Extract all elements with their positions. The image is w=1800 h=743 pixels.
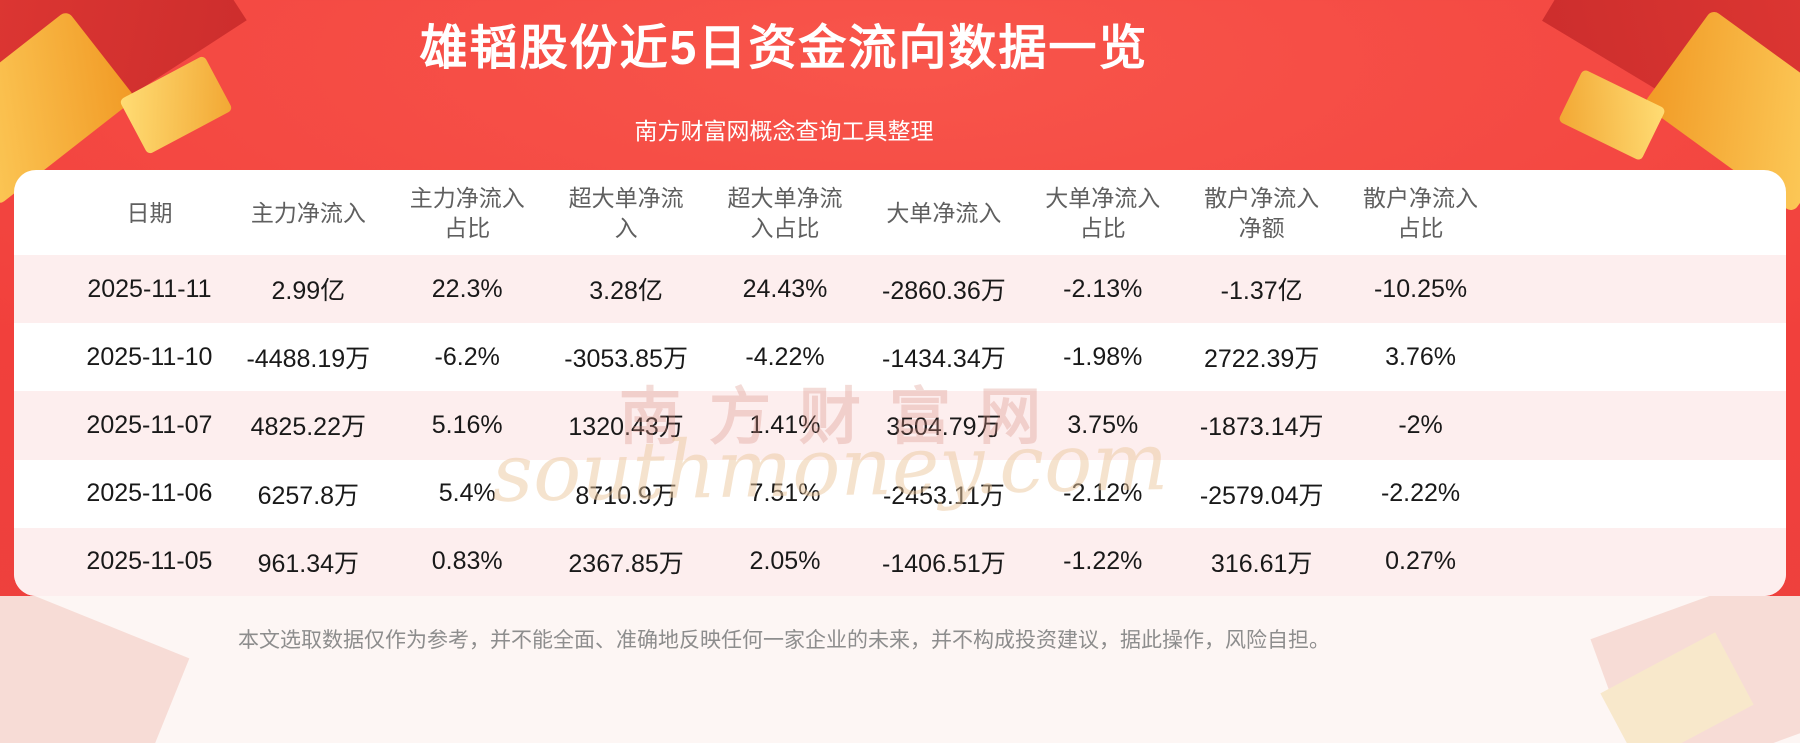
column-header: 大单净流入	[886, 199, 1002, 226]
table-cell: 6257.8万	[257, 481, 360, 510]
table-cell: 3.75%	[1067, 410, 1139, 439]
table-cell: 24.43%	[742, 274, 828, 303]
table-row: 2025-11-05 961.34万 0.83% 2367.85万 2.05% -1406…	[14, 527, 1786, 596]
column-header: 主力净流入 占比	[409, 184, 525, 241]
table-cell: -2579.04万	[1199, 481, 1324, 510]
table-cell: 316.61万	[1210, 549, 1313, 578]
decoration-pink-bottom-left	[0, 596, 190, 743]
table-row: 2025-11-10 -4488.19万 -6.2% -3053.85万 -4.22% -…	[14, 323, 1786, 391]
table-cell: 1.41%	[749, 410, 821, 439]
table-cell: 2.99亿	[271, 277, 346, 306]
table-body: 2025-11-11 2.99亿 22.3% 3.28亿 24.43% -2860.36万…	[14, 255, 1786, 596]
table-cell: 2025-11-05	[86, 547, 213, 576]
table-cell: -2%	[1398, 410, 1443, 439]
fund-flow-table-card: 日期 主力净流入 主力净流入 占比 超大单净流 入超大单净流 入占比 大单净流入 大单净流…	[14, 170, 1786, 596]
table-cell: 5.4%	[438, 479, 496, 508]
table-cell: 2.05%	[749, 547, 821, 576]
table-cell: -1406.51万	[882, 549, 1006, 578]
table-cell: 3504.79万	[886, 413, 1002, 442]
table-cell: -4488.19万	[246, 345, 371, 374]
decoration-gold-bottom-right	[1600, 632, 1754, 743]
table-cell: -1.22%	[1063, 547, 1143, 576]
table-cell: -2453.11万	[882, 481, 1005, 510]
table-cell: -1434.34万	[882, 345, 1006, 374]
table-header-row: 日期 主力净流入 主力净流入 占比 超大单净流 入超大单净流 入占比 大单净流入 大单净流…	[14, 170, 1786, 255]
table-cell: 2025-11-11	[87, 274, 212, 303]
table-cell: 22.3%	[431, 274, 503, 303]
table-row: 2025-11-06 6257.8万 5.4% 8710.9万 7.51% -2453.1…	[14, 460, 1786, 528]
table-cell: 0.27%	[1385, 547, 1456, 576]
footer-band: 本文选取数据仅作为参考，并不能全面、准确地反映任何一家企业的未来，并不构成投资建…	[0, 596, 1800, 743]
table-cell: 7.51%	[749, 479, 821, 508]
table-cell: -1.98%	[1063, 342, 1143, 371]
decoration-red-ribbon-top-right	[1542, 0, 1800, 191]
table-cell: -6.2%	[434, 342, 500, 371]
table-cell: -2.22%	[1380, 479, 1461, 508]
table-cell: -2.12%	[1063, 479, 1143, 508]
table-cell: -1.37亿	[1220, 277, 1303, 306]
table-cell: 5.16%	[431, 410, 503, 439]
page-header: 雄韬股份近5日资金流向数据一览 南方财富网概念查询工具整理	[0, 0, 1568, 146]
table-cell: -4.22%	[745, 342, 825, 371]
column-header: 散户净流入 占比	[1363, 184, 1479, 241]
table-cell: -2860.36万	[882, 277, 1006, 306]
table-cell: 2025-11-10	[86, 342, 213, 371]
table-cell: 4825.22万	[250, 413, 366, 442]
page-subtitle: 南方财富网概念查询工具整理	[634, 118, 934, 144]
page-title: 雄韬股份近5日资金流向数据一览	[419, 22, 1149, 75]
table-cell: -1873.14万	[1199, 413, 1324, 442]
decoration-pink-bottom-right	[1590, 596, 1800, 743]
table-row: 2025-11-07 4825.22万 5.16% 1320.43万 1.41% 3504…	[14, 391, 1786, 460]
table-cell: 2367.85万	[568, 549, 684, 578]
table-cell: 1320.43万	[568, 413, 684, 442]
table-cell: 3.28亿	[589, 277, 663, 306]
column-header: 超大单净流 入	[568, 184, 684, 241]
column-header: 主力净流入	[250, 199, 366, 226]
table-cell: 8710.9万	[575, 481, 677, 510]
table-cell: 2722.39万	[1203, 345, 1320, 374]
table-cell: 2025-11-06	[86, 479, 213, 508]
table-row: 2025-11-11 2.99亿 22.3% 3.28亿 24.43% -2860.36万…	[14, 255, 1786, 324]
table-cell: 3.76%	[1385, 342, 1456, 371]
table-cell: -3053.85万	[564, 345, 688, 374]
decoration-gold-envelope-small-top-right	[1557, 68, 1667, 162]
column-header: 散户净流入 净额	[1204, 184, 1320, 241]
footer-disclaimer: 本文选取数据仅作为参考，并不能全面、准确地反映任何一家企业的未来，并不构成投资建…	[238, 629, 1330, 652]
column-header: 日期	[126, 199, 173, 226]
table-cell: -2.13%	[1063, 274, 1143, 303]
table-cell: -10.25%	[1373, 274, 1468, 303]
column-header: 大单净流入 占比	[1045, 184, 1161, 241]
table-cell: 961.34万	[257, 549, 360, 578]
table-cell: 0.83%	[431, 547, 503, 576]
table-cell: 2025-11-07	[86, 410, 213, 439]
column-header: 超大单净流 入占比	[727, 184, 843, 241]
